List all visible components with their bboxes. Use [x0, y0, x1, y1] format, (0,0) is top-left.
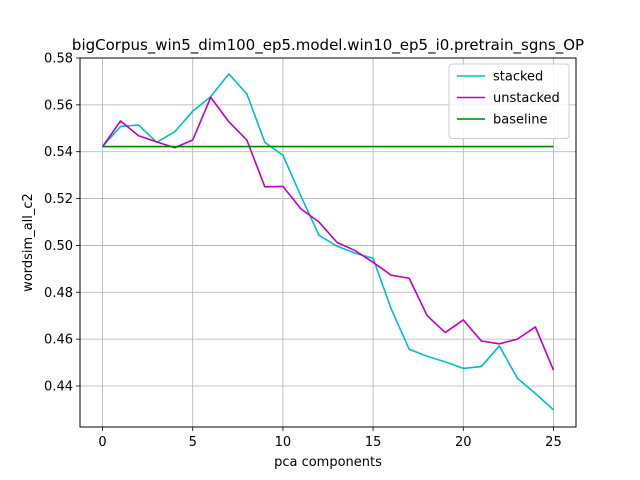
legend-box — [448, 63, 570, 139]
series-line-stacked — [101, 73, 554, 411]
axis-ticks: 0 5 10 15 20 25 0.44 0.46 0.48 0.50 0.52 0.54 0.56 0.… — [44, 52, 562, 451]
y-tick-label: 0.58 — [44, 52, 73, 67]
chart-legend: stacked unstacked baseline — [448, 63, 570, 139]
y-tick-label: 0.56 — [44, 98, 73, 113]
y-tick-label: 0.44 — [44, 380, 73, 395]
x-tick-label: 25 — [545, 435, 562, 450]
y-tick-label: 0.54 — [44, 145, 73, 160]
series-lines — [101, 73, 555, 411]
x-tick-label: 15 — [365, 435, 382, 450]
x-tick-label: 20 — [455, 435, 472, 450]
x-tick-label: 10 — [275, 435, 292, 450]
legend-label-unstacked: unstacked — [493, 91, 560, 106]
y-tick-label: 0.48 — [44, 286, 73, 301]
x-tick-label: 0 — [98, 435, 106, 450]
y-axis-label: wordsim_all_c2 — [21, 193, 36, 292]
y-tick-label: 0.46 — [44, 333, 73, 348]
x-tick-label: 5 — [189, 435, 197, 450]
chart-title: bigCorpus_win5_dim100_ep5.model.win10_ep… — [72, 36, 584, 55]
y-tick-label: 0.50 — [44, 239, 73, 254]
legend-label-stacked: stacked — [493, 70, 543, 85]
x-axis-label: pca components — [274, 455, 382, 470]
y-tick-label: 0.52 — [44, 192, 73, 207]
plot-area-frame — [79, 57, 577, 428]
legend-label-baseline: baseline — [493, 113, 547, 128]
